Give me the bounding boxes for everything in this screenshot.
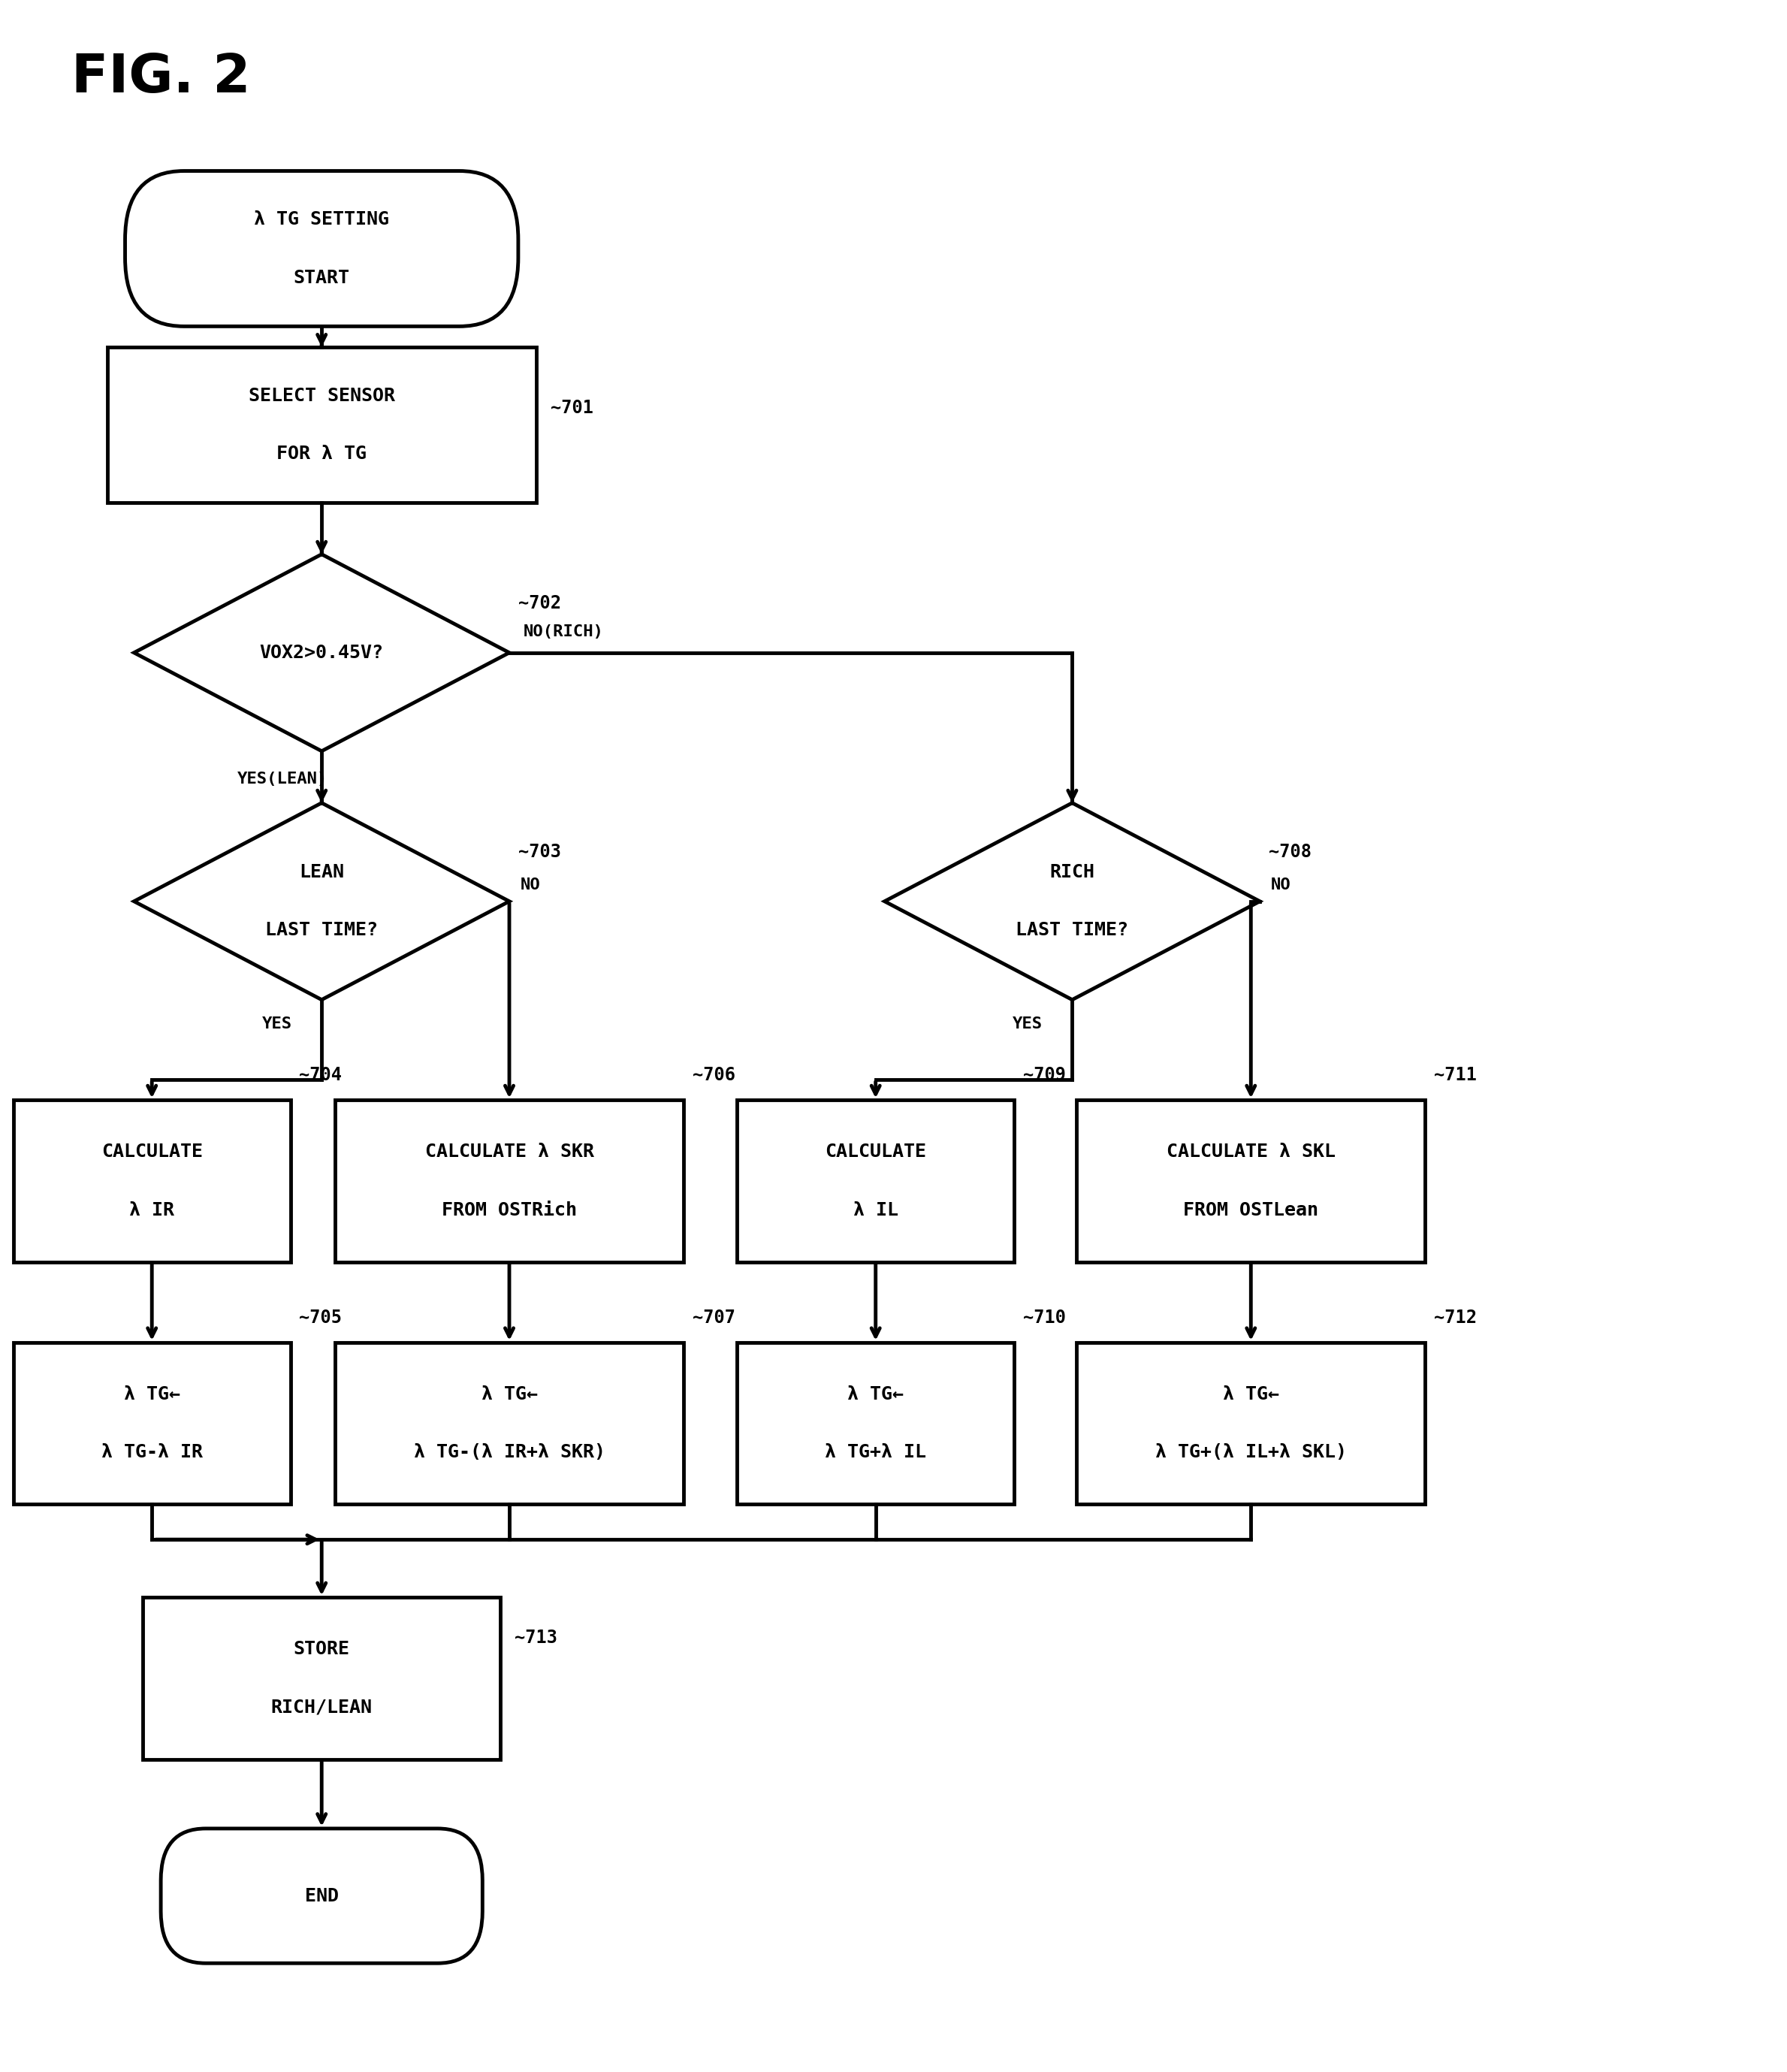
Text: λ IL: λ IL [852,1202,899,1218]
Text: RICH/LEAN: RICH/LEAN [272,1699,372,1716]
Text: VOX2>0.45V?: VOX2>0.45V? [259,644,384,661]
Text: ∼702: ∼702 [518,595,561,613]
Text: ∼710: ∼710 [1022,1310,1065,1326]
Bar [1076,1343,1424,1504]
Polygon shape [134,804,509,1001]
Text: λ TG-(λ IR+λ SKR): λ TG-(λ IR+λ SKR) [413,1444,606,1461]
Text: λ TG←: λ TG← [847,1386,904,1403]
Text: λ TG←: λ TG← [123,1386,180,1403]
Bar [334,1343,683,1504]
Bar [14,1343,289,1504]
Bar [736,1343,1015,1504]
Polygon shape [134,553,509,750]
Text: LAST TIME?: LAST TIME? [264,922,379,939]
Bar [14,1100,289,1262]
Text: START: START [293,269,350,286]
Text: NO: NO [520,876,540,893]
Text: ∼712: ∼712 [1433,1310,1476,1326]
Text: ∼713: ∼713 [515,1629,558,1647]
Text: ∼703: ∼703 [518,843,561,862]
Text: FROM OSTRich: FROM OSTRich [441,1202,577,1218]
Text: λ TG-λ IR: λ TG-λ IR [102,1444,202,1461]
Text: END: END [306,1888,338,1904]
FancyBboxPatch shape [161,1828,482,1964]
Text: λ TG SETTING: λ TG SETTING [254,211,390,228]
Text: CALCULATE λ SKR: CALCULATE λ SKR [425,1144,593,1160]
Text: ∼701: ∼701 [550,400,593,416]
Text: RICH: RICH [1049,864,1095,881]
FancyBboxPatch shape [125,170,518,325]
Text: NO: NO [1271,876,1290,893]
Text: SELECT SENSOR: SELECT SENSOR [248,387,395,404]
Text: YES: YES [1013,1017,1042,1032]
Text: ∼707: ∼707 [692,1310,734,1326]
Text: λ TG+(λ IL+λ SKL): λ TG+(λ IL+λ SKL) [1154,1444,1347,1461]
Bar [736,1100,1015,1262]
Text: YES(LEAN): YES(LEAN) [238,771,327,787]
Text: ∼706: ∼706 [692,1067,734,1084]
Text: FIG. 2: FIG. 2 [71,52,250,104]
Text: FOR λ TG: FOR λ TG [277,445,366,462]
Polygon shape [885,804,1260,1001]
Text: CALCULATE: CALCULATE [826,1144,926,1160]
Bar [1076,1100,1424,1262]
Text: LAST TIME?: LAST TIME? [1015,922,1129,939]
Text: YES: YES [263,1017,291,1032]
Bar [334,1100,683,1262]
Text: CALCULATE: CALCULATE [102,1144,202,1160]
Bar [107,346,536,503]
Text: λ TG+λ IL: λ TG+λ IL [826,1444,926,1461]
Text: CALCULATE λ SKL: CALCULATE λ SKL [1167,1144,1335,1160]
Text: ∼705: ∼705 [300,1310,341,1326]
Text: ∼708: ∼708 [1269,843,1312,862]
Text: LEAN: LEAN [298,864,345,881]
Text: λ TG←: λ TG← [481,1386,538,1403]
Text: FROM OSTLean: FROM OSTLean [1183,1202,1319,1218]
Text: ∼711: ∼711 [1433,1067,1476,1084]
Text: ∼709: ∼709 [1022,1067,1065,1084]
Text: STORE: STORE [293,1641,350,1658]
Bar [143,1598,500,1759]
Text: NO(RICH): NO(RICH) [524,624,604,640]
Text: λ IR: λ IR [129,1202,175,1218]
Text: λ TG←: λ TG← [1222,1386,1279,1403]
Text: ∼704: ∼704 [300,1067,341,1084]
